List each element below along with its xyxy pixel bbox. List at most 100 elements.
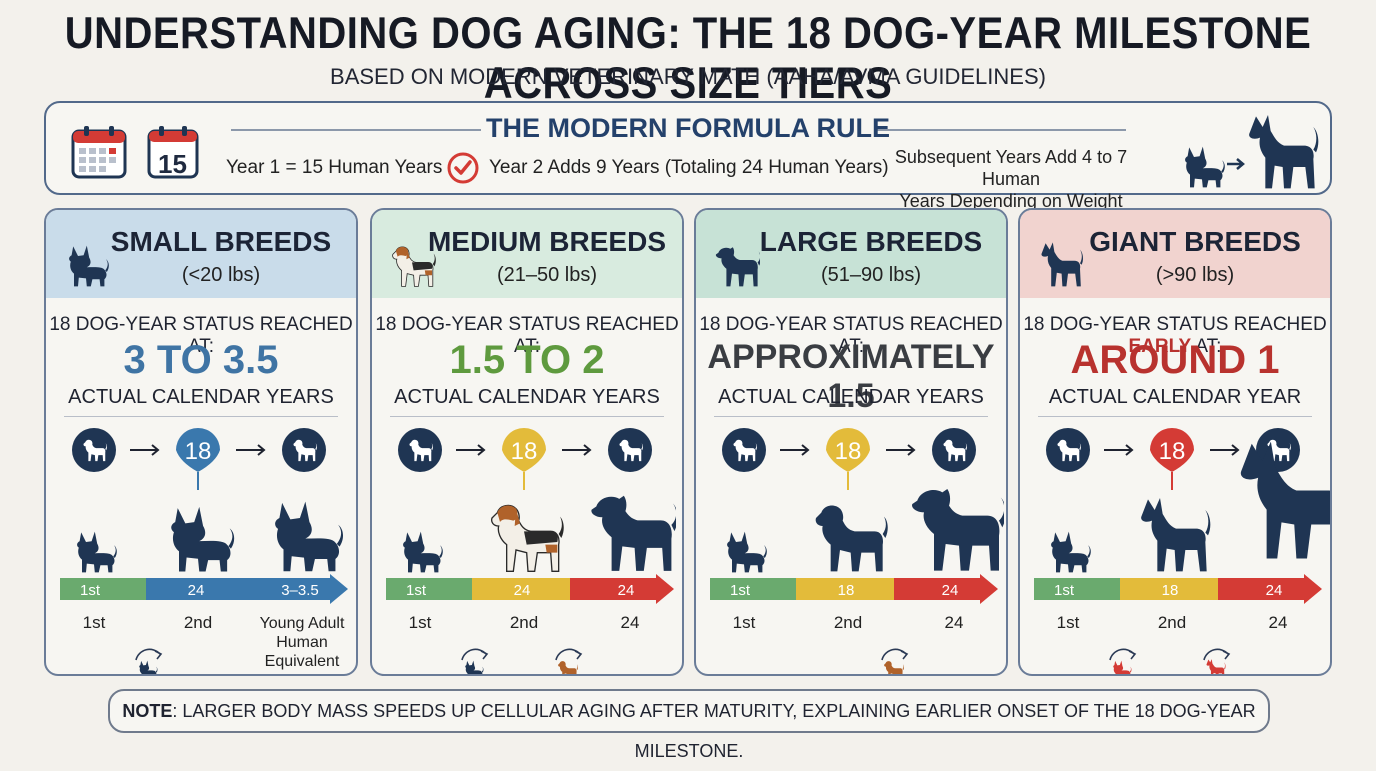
timeline-label: 1st	[1057, 613, 1080, 632]
timeline-label: 1st	[83, 613, 106, 632]
aging-progression: 18 1st 18 24 1st 2nd 24	[710, 428, 1004, 674]
aging-cycle-icon	[1203, 648, 1231, 674]
timeline-label: 24	[1269, 613, 1288, 632]
bar-segment-label: 1st	[406, 582, 427, 599]
dog-circle-icon	[72, 428, 116, 472]
check-circle-icon	[447, 152, 479, 184]
arrow-right-icon	[780, 444, 810, 456]
badge-number: 18	[835, 438, 862, 465]
milestone-age: 1.5 TO 2	[449, 338, 605, 382]
timeline-label: 24	[621, 613, 640, 632]
dog-large-icon	[912, 489, 1004, 571]
milestone-18-badge: 18	[176, 428, 220, 490]
aging-cycle-icon	[1109, 648, 1137, 674]
formula-title: THE MODERN FORMULA RULE	[486, 113, 890, 143]
aging-cycle-icon	[461, 648, 489, 674]
bar-segment-label: 24	[514, 582, 531, 599]
aging-cycle-icon	[881, 648, 909, 674]
panel-header: SMALL BREEDS (<20 lbs)	[46, 210, 356, 298]
age-progress-bar: 1st 18 24	[710, 574, 998, 604]
bar-segment-label: 18	[838, 582, 855, 599]
arrow-right-icon	[130, 444, 160, 456]
panel-divider	[64, 416, 338, 417]
calendar-years-label: ACTUAL CALENDAR YEAR	[1048, 386, 1302, 408]
panel-medium-breeds: MEDIUM BREEDS (21–50 lbs) 18 DOG-YEAR STAT…	[370, 208, 684, 676]
milestone-status: 18 DOG-YEAR STATUS REACHED EARLY AT:	[1023, 314, 1327, 357]
breed-weight-range: (<20 lbs)	[181, 264, 261, 286]
dog-circle-icon	[608, 428, 652, 472]
arrow-right-icon	[562, 444, 592, 456]
bar-segment-label: 3–3.5	[281, 582, 319, 599]
dog-large-icon	[591, 495, 676, 571]
calendar-number: 15	[158, 149, 187, 179]
panel-header: GIANT BREEDS (>90 lbs)	[1020, 210, 1330, 298]
breed-name: LARGE BREEDS	[759, 226, 983, 257]
milestone-status: 18 DOG-YEAR STATUS REACHED AT:	[699, 314, 1003, 357]
timeline-label: Human	[276, 634, 328, 651]
dog-small-icon	[171, 506, 235, 572]
note-text: : LARGER BODY MASS SPEEDS UP CELLULAR AG…	[172, 701, 1256, 761]
bar-segment-label: 1st	[1054, 582, 1075, 599]
formula-rule-box: THE MODERN FORMULA RULE 15 Year 1 = 15 H…	[44, 101, 1332, 211]
timeline-label: 24	[945, 613, 964, 632]
breed-weight-range: (21–50 lbs)	[496, 264, 598, 286]
aging-progression: 18 1st 24 24 1st 2nd 24	[386, 428, 676, 674]
panel-divider	[714, 416, 988, 417]
dog-small-icon	[77, 531, 117, 573]
arrow-right-icon	[886, 444, 916, 456]
rule-year-1: Year 1 = 15 Human Years	[226, 157, 443, 178]
calendar-years-label: ACTUAL CALENDAR YEARS	[68, 386, 334, 408]
small-dog-icon	[1185, 146, 1225, 188]
rule-subsequent-years: Subsequent Years Add 4 to 7 Human Years …	[894, 147, 1128, 211]
badge-number: 18	[185, 438, 212, 465]
arrow-right-icon	[456, 444, 486, 456]
dog-circle-icon	[282, 428, 326, 472]
aging-cycle-icon	[135, 648, 163, 674]
page-subtitle: BASED ON MODERN VETERINARY MATH (AAHA/AV…	[330, 64, 1046, 89]
panel-large-breeds: LARGE BREEDS (51–90 lbs) 18 DOG-YEAR STATU…	[694, 208, 1008, 676]
panel-header: MEDIUM BREEDS (21–50 lbs)	[372, 210, 682, 298]
timeline-label: Young Adult	[260, 615, 345, 632]
panel-divider	[1038, 416, 1312, 417]
bar-segment-label: 24	[1266, 582, 1283, 599]
breed-name: MEDIUM BREEDS	[427, 226, 666, 257]
breed-name: SMALL BREEDS	[110, 226, 332, 257]
dog-small-icon	[727, 531, 767, 573]
milestone-18-badge: 18	[826, 428, 870, 490]
page-title: UNDERSTANDING DOG AGING: THE 18 DOG-YEAR…	[64, 8, 1312, 109]
panel-divider	[390, 416, 664, 417]
dog-small-icon	[1051, 531, 1091, 573]
milestone-18-badge: 18	[1150, 428, 1194, 490]
milestone-age: APPROXIMATELY 1.5	[707, 338, 995, 415]
divider-line	[876, 129, 1126, 131]
aging-progression: 18 1st 24 3–3.5 1st 2nd Young Adult Human Equiva…	[60, 428, 348, 674]
bar-segment-label: 24	[188, 582, 205, 599]
dog-circle-icon	[722, 428, 766, 472]
calendar-grid-icon	[71, 126, 127, 179]
badge-number: 18	[511, 438, 538, 465]
age-progress-bar: 1st 24 24	[386, 574, 674, 604]
calendar-years-label: ACTUAL CALENDAR YEARS	[394, 386, 660, 408]
dog-medium-icon	[815, 505, 888, 572]
dog-small-icon	[275, 501, 344, 572]
dog-circle-icon	[398, 428, 442, 472]
beagle-icon	[490, 504, 564, 572]
age-progress-bar: 1st 24 3–3.5	[60, 574, 348, 604]
milestone-status: 18 DOG-YEAR STATUS REACHED AT:	[49, 314, 353, 357]
bar-segment-label: 24	[942, 582, 959, 599]
panel-giant-breeds: GIANT BREEDS (>90 lbs) 18 DOG-YEAR STATUS …	[1018, 208, 1332, 676]
arrow-right-icon	[1104, 444, 1134, 456]
milestone-age: AROUND 1	[1070, 338, 1280, 382]
breed-weight-range: (>90 lbs)	[1155, 264, 1235, 286]
badge-number: 18	[1159, 438, 1186, 465]
note-box: NOTE: LARGER BODY MASS SPEEDS UP CELLULA…	[108, 689, 1270, 761]
dog-small-icon	[403, 531, 443, 573]
milestone-18-badge: 18	[502, 428, 546, 490]
bar-segment-label: 1st	[80, 582, 101, 599]
milestone-status: 18 DOG-YEAR STATUS REACHED AT:	[375, 314, 679, 357]
aging-progression: 18 1st 18 24 1st 2nd 24	[1034, 428, 1330, 674]
rule-year-2: Year 2 Adds 9 Years (Totaling 24 Human Y…	[489, 157, 889, 178]
arrow-right-icon	[1210, 444, 1240, 456]
dog-circle-icon	[932, 428, 976, 472]
breed-name: GIANT BREEDS	[1089, 226, 1301, 257]
